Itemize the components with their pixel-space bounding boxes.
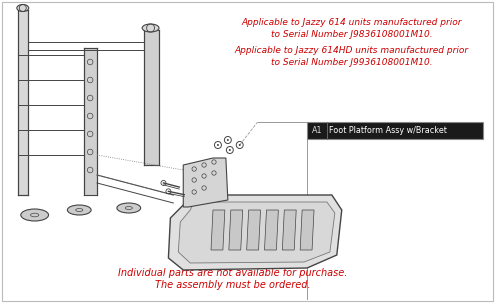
Text: Applicable to Jazzy 614 units manufactured prior: Applicable to Jazzy 614 units manufactur… (242, 18, 462, 27)
Text: A1: A1 (312, 126, 322, 135)
Bar (18, 10, 28, 195)
Text: Foot Platform Assy w/Bracket: Foot Platform Assy w/Bracket (329, 126, 447, 135)
Circle shape (227, 139, 229, 141)
Bar (144, 30, 158, 165)
Circle shape (217, 144, 219, 146)
Text: Applicable to Jazzy 614HD units manufactured prior: Applicable to Jazzy 614HD units manufact… (234, 46, 468, 55)
Ellipse shape (17, 5, 28, 12)
Ellipse shape (68, 205, 91, 215)
Circle shape (238, 144, 240, 146)
Bar (307, 122, 484, 139)
Polygon shape (168, 195, 342, 270)
Polygon shape (211, 210, 225, 250)
Polygon shape (264, 210, 278, 250)
Polygon shape (300, 210, 314, 250)
Ellipse shape (142, 24, 159, 32)
Polygon shape (184, 158, 228, 207)
Polygon shape (178, 202, 335, 263)
Polygon shape (282, 210, 296, 250)
Polygon shape (229, 210, 242, 250)
Ellipse shape (117, 203, 140, 213)
Circle shape (229, 149, 231, 151)
Text: to Serial Number J9936108001M10.: to Serial Number J9936108001M10. (271, 58, 432, 67)
Text: Individual parts are not available for purchase.: Individual parts are not available for p… (118, 268, 348, 278)
Ellipse shape (21, 209, 48, 221)
Polygon shape (246, 210, 260, 250)
Text: to Serial Number J9836108001M10.: to Serial Number J9836108001M10. (271, 30, 432, 39)
Text: The assembly must be ordered.: The assembly must be ordered. (155, 280, 310, 290)
Bar (84, 48, 97, 195)
